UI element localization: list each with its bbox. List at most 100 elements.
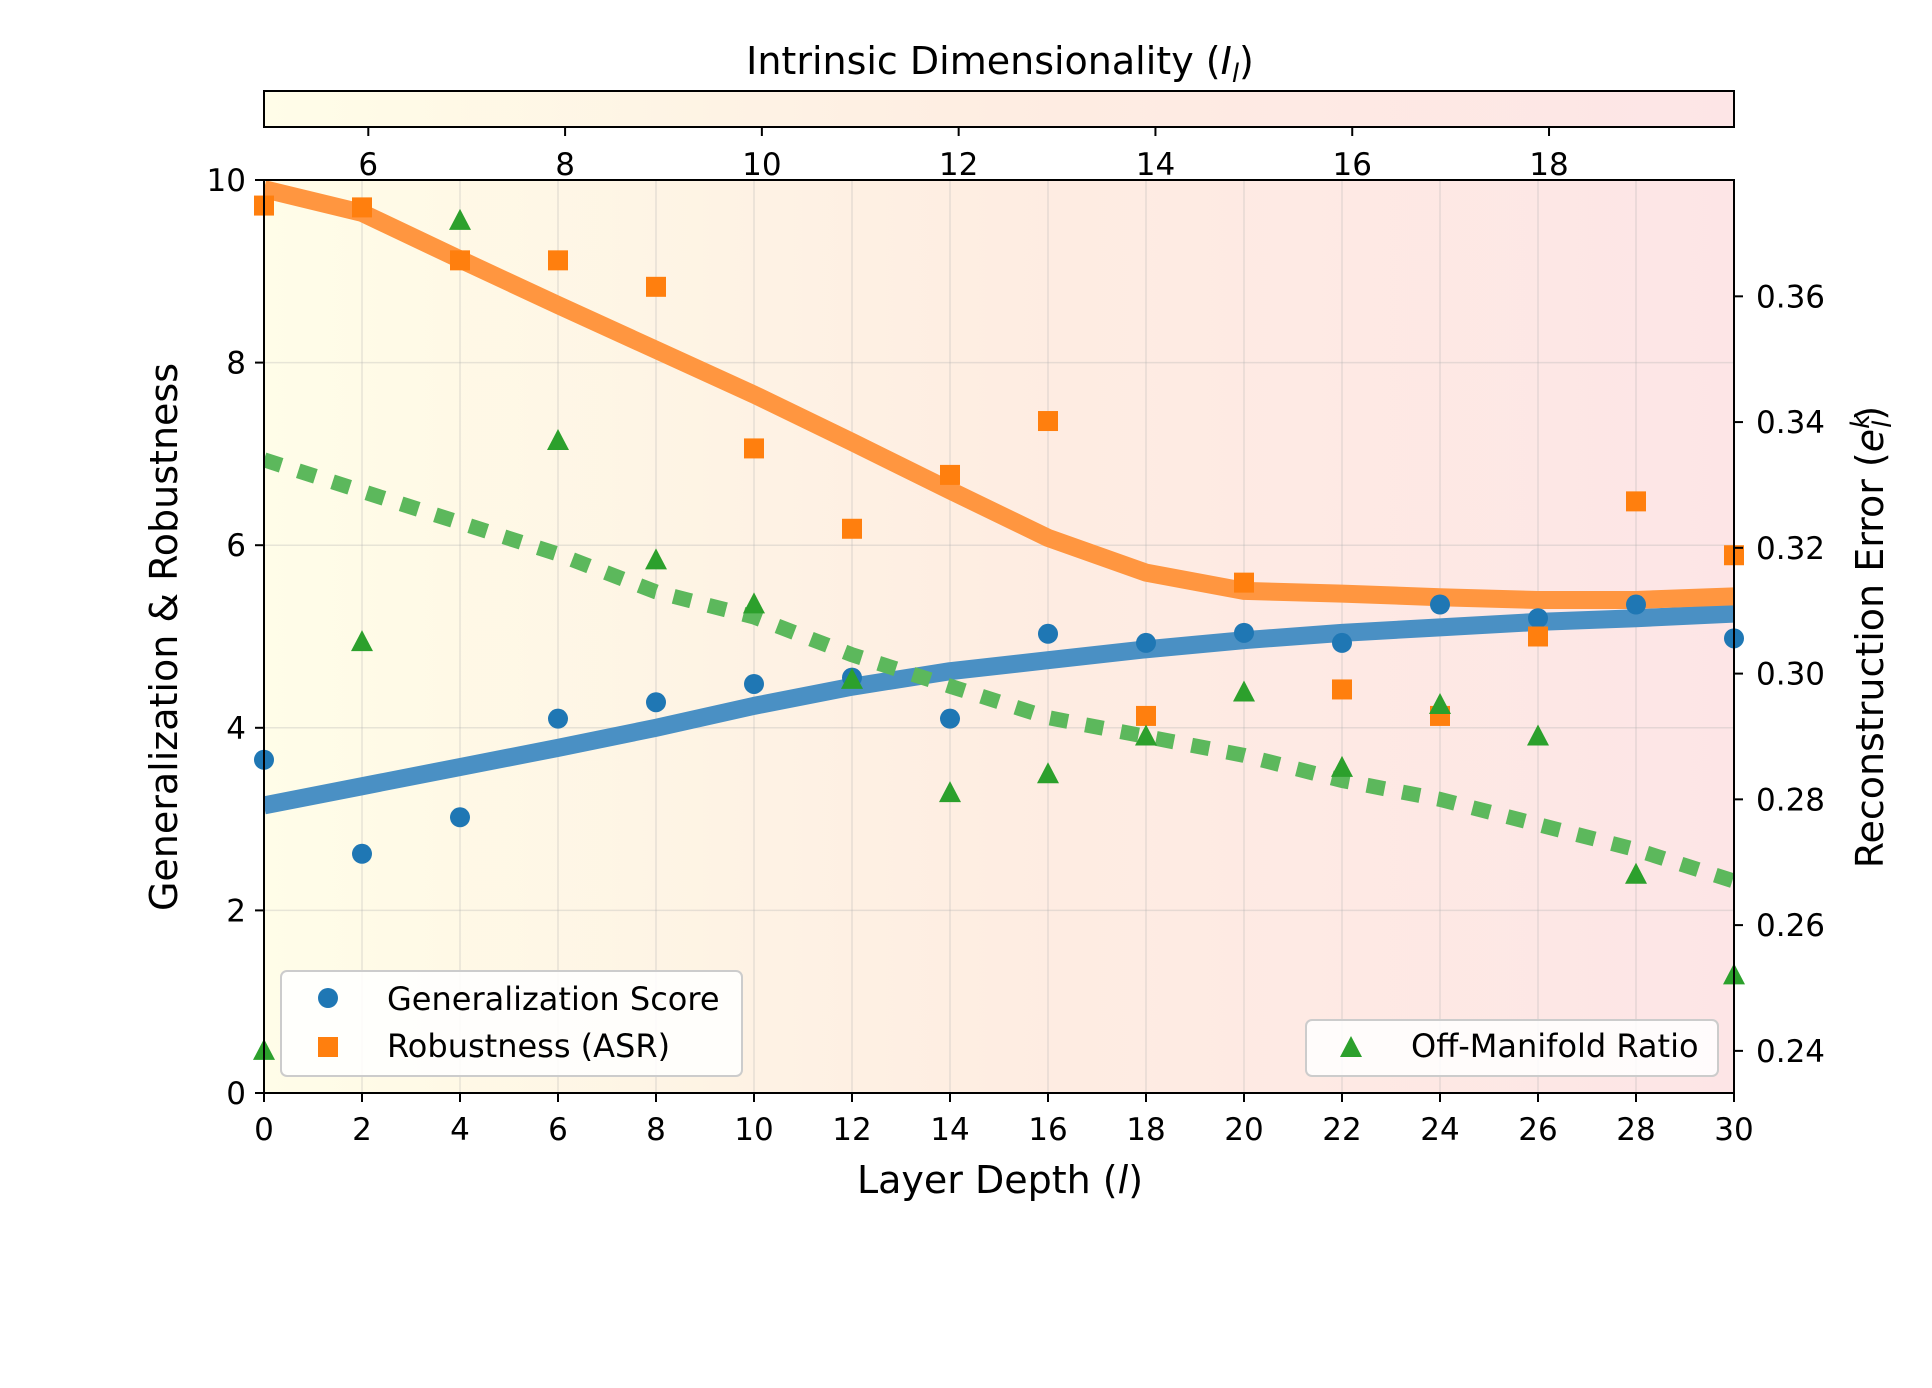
robustness-point [1038, 411, 1058, 432]
x-tick-label: 20 [1224, 1112, 1263, 1148]
x-tick-label: 8 [646, 1112, 666, 1148]
colorbar-tick-label: 8 [555, 147, 575, 183]
x-tick-label: 0 [254, 1112, 274, 1148]
colorbar-title: Intrinsic Dimensionality (Il) [746, 39, 1254, 89]
x-tick-label: 30 [1714, 1112, 1753, 1148]
y2-tick-label: 0.28 [1756, 782, 1825, 818]
colorbar-fill [263, 90, 1735, 128]
off-manifold-point [743, 592, 765, 614]
colorbar: Intrinsic Dimensionality (Il) 6 8 10 12 14 16… [263, 39, 1735, 183]
robustness-point [1234, 572, 1254, 593]
legend-robustness-label: Robustness (ASR) [387, 1027, 670, 1065]
plot-background [264, 180, 1734, 1093]
legend-off-manifold-label: Off-Manifold Ratio [1411, 1027, 1699, 1065]
y2-tick-label: 0.24 [1756, 1034, 1825, 1070]
robustness-point [1528, 626, 1548, 647]
robustness-point [940, 464, 960, 485]
x-tick-label: 6 [548, 1112, 568, 1148]
legend-left: Generalization Score Robustness (ASR) [280, 970, 743, 1077]
off-manifold-point [1429, 693, 1451, 715]
generalization-point [646, 692, 666, 713]
y2-tick-label: 0.34 [1756, 405, 1825, 441]
y-tick-label: 0 [226, 1076, 246, 1112]
x-axis-label: Layer Depth (l) [857, 1158, 1143, 1202]
off-manifold-point [1233, 680, 1255, 702]
robustness-point [842, 518, 862, 539]
robustness-point [352, 197, 372, 218]
y2-tick-label: 0.30 [1756, 657, 1825, 693]
robustness-point [1332, 679, 1352, 700]
legend-generalization-marker [318, 988, 338, 1008]
off-manifold-point [1331, 755, 1353, 777]
y-tick-label: 10 [207, 163, 246, 199]
colorbar-tick-label: 14 [1136, 147, 1175, 183]
off-manifold-point [841, 667, 863, 689]
off-manifold-point [1135, 724, 1157, 746]
y-axis-right: 0.24 0.26 0.28 0.30 0.32 0.34 0.36 [1734, 279, 1825, 1070]
x-tick-label: 26 [1518, 1112, 1557, 1148]
y-tick-label: 2 [226, 893, 246, 929]
legend-left-box [280, 970, 743, 1077]
off-manifold-point [1527, 724, 1549, 746]
off-manifold-point [645, 548, 667, 570]
generalization-point [450, 807, 470, 828]
x-axis: 0 2 4 6 8 10 12 14 16 18 20 22 24 26 28 30 [254, 1093, 1754, 1148]
y-axis-label: Generalization & Robustness [142, 363, 186, 911]
colorbar-tick-label: 18 [1529, 147, 1568, 183]
generalization-point [1234, 622, 1254, 643]
off-manifold-point [351, 630, 373, 652]
x-tick-label: 24 [1420, 1112, 1459, 1148]
y2-tick-label: 0.36 [1756, 279, 1825, 315]
legend-generalization-label: Generalization Score [387, 980, 720, 1018]
y-tick-label: 4 [226, 711, 246, 747]
colorbar-tick-label: 6 [358, 147, 378, 183]
robustness-point [1626, 491, 1646, 512]
generalization-point [352, 843, 372, 864]
robustness-point [1136, 705, 1156, 726]
robustness-point [450, 250, 470, 271]
y2-axis-label: Reconstruction Error (ekl) [1846, 406, 1898, 869]
y-tick-label: 8 [226, 346, 246, 382]
plot-frame [263, 179, 1735, 1094]
generalization-point [1430, 594, 1450, 615]
colorbar-tick-label: 10 [742, 147, 781, 183]
x-tick-label: 4 [450, 1112, 470, 1148]
colorbar-ticks: 6 8 10 12 14 16 18 [358, 127, 1569, 183]
y2-tick-label: 0.26 [1756, 908, 1825, 944]
x-tick-label: 28 [1616, 1112, 1655, 1148]
trend-lines [264, 180, 1734, 889]
generalization-point [548, 708, 568, 729]
off-manifold-point [1037, 762, 1059, 784]
x-tick-label: 2 [352, 1112, 372, 1148]
off-manifold-point [1625, 862, 1647, 884]
x-tick-label: 18 [1126, 1112, 1165, 1148]
x-tick-label: 22 [1322, 1112, 1361, 1148]
legend-right: Off-Manifold Ratio [1305, 1019, 1719, 1077]
off-manifold-point [939, 781, 961, 803]
plot-area [253, 179, 1745, 1094]
x-tick-label: 10 [734, 1112, 773, 1148]
generalization-point [1332, 632, 1352, 653]
robustness-point [646, 276, 666, 297]
x-tick-label: 12 [832, 1112, 871, 1148]
x-tick-label: 14 [930, 1112, 969, 1148]
legend-off-manifold-marker [1340, 1036, 1362, 1057]
off-manifold-point [449, 208, 471, 230]
off-manifold-point [547, 428, 569, 450]
robustness-point [744, 438, 764, 459]
generalization-point [1136, 632, 1156, 653]
generalization-point [744, 673, 764, 694]
legend-right-box [1305, 1019, 1719, 1077]
robustness-point [548, 250, 568, 271]
generalization-point [1528, 608, 1548, 629]
legend-robustness-marker [318, 1037, 338, 1057]
generalization-point [1038, 623, 1058, 644]
y-tick-label: 6 [226, 528, 246, 564]
colorbar-tick-label: 16 [1333, 147, 1372, 183]
generalization-point [940, 708, 960, 729]
trend-line-2 [264, 452, 1734, 889]
y-axis-left: 0 2 4 6 8 10 [207, 163, 264, 1112]
trend-line-0 [264, 604, 1734, 815]
trend-line-1 [264, 180, 1734, 609]
